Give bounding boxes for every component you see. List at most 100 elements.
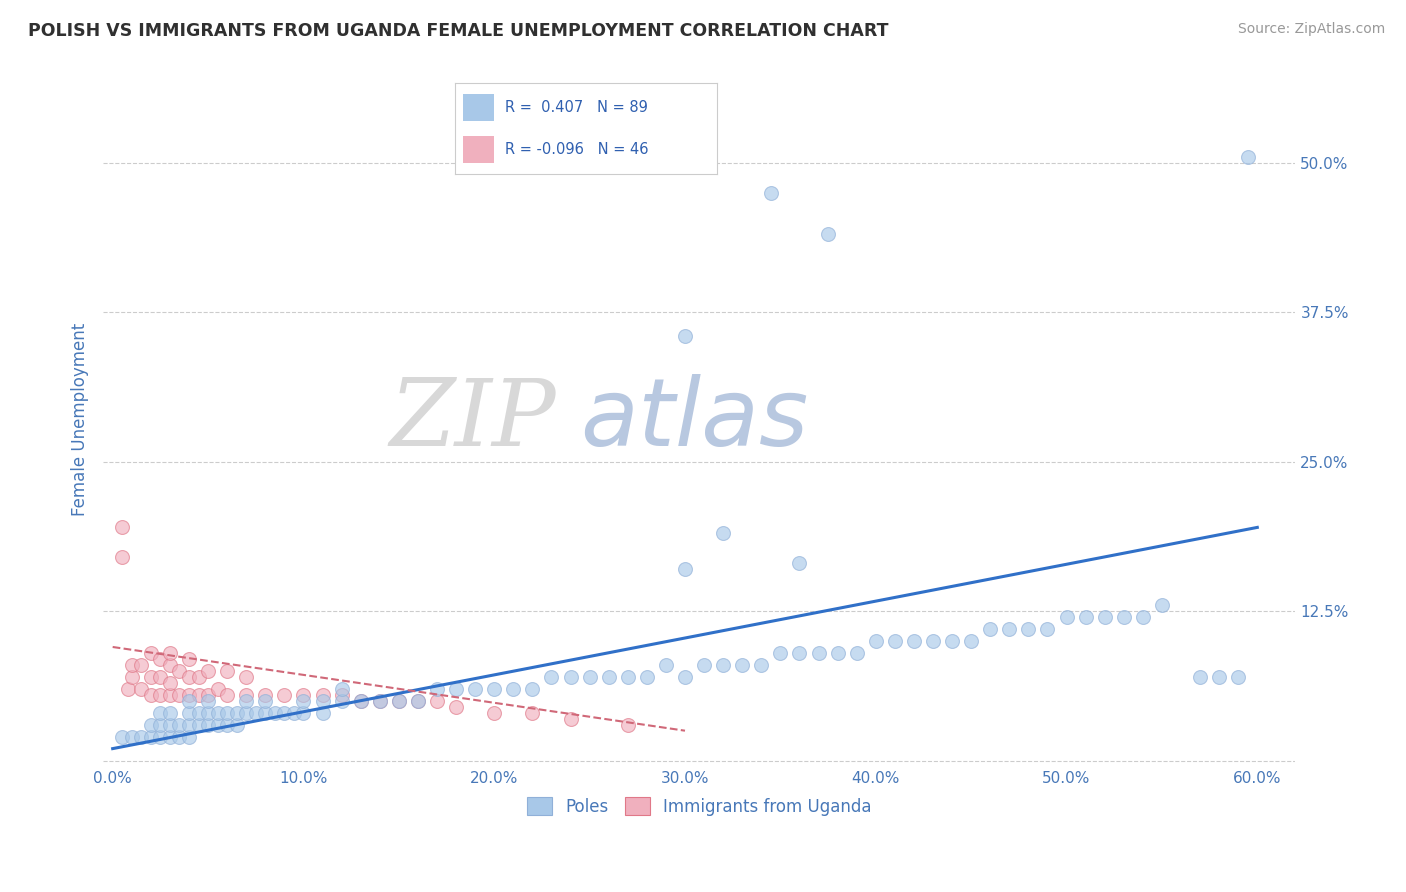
Point	[598, 670, 620, 684]
Point	[1189, 670, 1212, 684]
Point	[673, 562, 696, 576]
Point	[149, 730, 172, 744]
Point	[368, 694, 391, 708]
Point	[502, 681, 524, 696]
Point	[464, 681, 486, 696]
Point	[673, 329, 696, 343]
Point	[368, 694, 391, 708]
Point	[1017, 622, 1039, 636]
Point	[350, 694, 373, 708]
Point	[187, 670, 209, 684]
Point	[225, 717, 247, 731]
Point	[111, 520, 134, 534]
Point	[827, 646, 849, 660]
Point	[444, 699, 467, 714]
Point	[149, 717, 172, 731]
Point	[817, 227, 839, 242]
Point	[187, 688, 209, 702]
Point	[177, 652, 200, 666]
Point	[254, 706, 277, 720]
Point	[177, 717, 200, 731]
Point	[197, 706, 219, 720]
Point	[263, 706, 285, 720]
Point	[177, 670, 200, 684]
Point	[197, 694, 219, 708]
Point	[1227, 670, 1250, 684]
Point	[560, 670, 582, 684]
Point	[865, 634, 887, 648]
Point	[207, 717, 229, 731]
Point	[177, 730, 200, 744]
Point	[139, 646, 162, 660]
Point	[254, 694, 277, 708]
Point	[673, 670, 696, 684]
Point	[759, 186, 782, 200]
Point	[149, 706, 172, 720]
Point	[159, 730, 181, 744]
Point	[1132, 610, 1154, 624]
Point	[292, 694, 315, 708]
Point	[960, 634, 983, 648]
Point	[159, 706, 181, 720]
Point	[149, 652, 172, 666]
Point	[129, 657, 152, 672]
Point	[484, 681, 506, 696]
Point	[187, 706, 209, 720]
Point	[139, 717, 162, 731]
Point	[129, 730, 152, 744]
Text: ZIP: ZIP	[389, 375, 557, 465]
Point	[273, 688, 295, 702]
Point	[207, 706, 229, 720]
Point	[711, 657, 734, 672]
Point	[197, 688, 219, 702]
Point	[235, 706, 257, 720]
Point	[111, 730, 134, 744]
Point	[217, 688, 239, 702]
Point	[922, 634, 945, 648]
Y-axis label: Female Unemployment: Female Unemployment	[72, 323, 89, 516]
Point	[350, 694, 373, 708]
Point	[283, 706, 305, 720]
Legend: Poles, Immigrants from Uganda: Poles, Immigrants from Uganda	[519, 789, 880, 824]
Point	[254, 688, 277, 702]
Point	[1236, 150, 1258, 164]
Point	[235, 670, 257, 684]
Point	[169, 717, 191, 731]
Point	[711, 526, 734, 541]
Point	[207, 681, 229, 696]
Point	[159, 676, 181, 690]
Point	[330, 688, 353, 702]
Point	[169, 688, 191, 702]
Point	[1056, 610, 1078, 624]
Point	[225, 706, 247, 720]
Point	[616, 670, 638, 684]
Point	[731, 657, 754, 672]
Point	[117, 681, 139, 696]
Point	[1112, 610, 1135, 624]
Point	[903, 634, 925, 648]
Point	[330, 681, 353, 696]
Point	[616, 717, 638, 731]
Point	[769, 646, 792, 660]
Point	[292, 688, 315, 702]
Point	[406, 694, 429, 708]
Point	[149, 670, 172, 684]
Point	[1036, 622, 1059, 636]
Point	[235, 694, 257, 708]
Point	[139, 730, 162, 744]
Point	[426, 694, 449, 708]
Point	[217, 664, 239, 678]
Point	[292, 706, 315, 720]
Point	[789, 556, 811, 570]
Point	[217, 717, 239, 731]
Point	[789, 646, 811, 660]
Point	[235, 688, 257, 702]
Point	[121, 730, 143, 744]
Point	[330, 694, 353, 708]
Point	[749, 657, 772, 672]
Point	[578, 670, 600, 684]
Point	[1074, 610, 1097, 624]
Point	[197, 664, 219, 678]
Point	[444, 681, 467, 696]
Point	[941, 634, 963, 648]
